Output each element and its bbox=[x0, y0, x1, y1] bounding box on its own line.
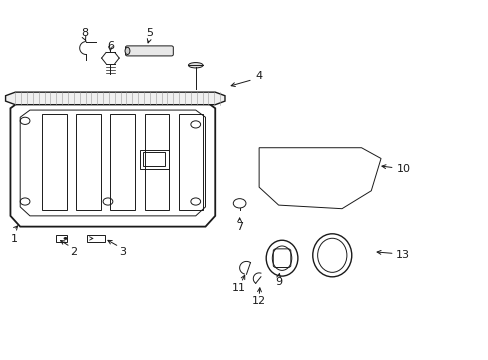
Text: 13: 13 bbox=[395, 249, 409, 260]
Bar bbox=[56, 235, 67, 242]
Text: 7: 7 bbox=[236, 222, 243, 232]
Text: 5: 5 bbox=[145, 28, 153, 38]
Circle shape bbox=[63, 237, 67, 240]
Bar bbox=[110, 114, 135, 211]
Text: 10: 10 bbox=[396, 164, 409, 174]
Text: 12: 12 bbox=[251, 296, 265, 306]
Bar bbox=[76, 114, 101, 211]
Text: 3: 3 bbox=[119, 247, 126, 257]
Text: 11: 11 bbox=[231, 283, 245, 293]
Bar bbox=[143, 152, 164, 166]
Text: 1: 1 bbox=[10, 234, 18, 244]
Text: 6: 6 bbox=[107, 41, 114, 50]
Bar bbox=[140, 149, 168, 169]
Bar bbox=[144, 114, 168, 211]
Text: 9: 9 bbox=[275, 277, 282, 287]
Ellipse shape bbox=[188, 63, 203, 68]
Text: 4: 4 bbox=[255, 71, 262, 81]
Bar bbox=[87, 235, 104, 242]
Text: 8: 8 bbox=[81, 28, 88, 38]
Ellipse shape bbox=[125, 47, 130, 54]
Bar bbox=[178, 114, 203, 211]
Text: 2: 2 bbox=[70, 247, 77, 257]
FancyBboxPatch shape bbox=[125, 46, 173, 56]
Polygon shape bbox=[5, 92, 224, 105]
Bar bbox=[42, 114, 66, 211]
